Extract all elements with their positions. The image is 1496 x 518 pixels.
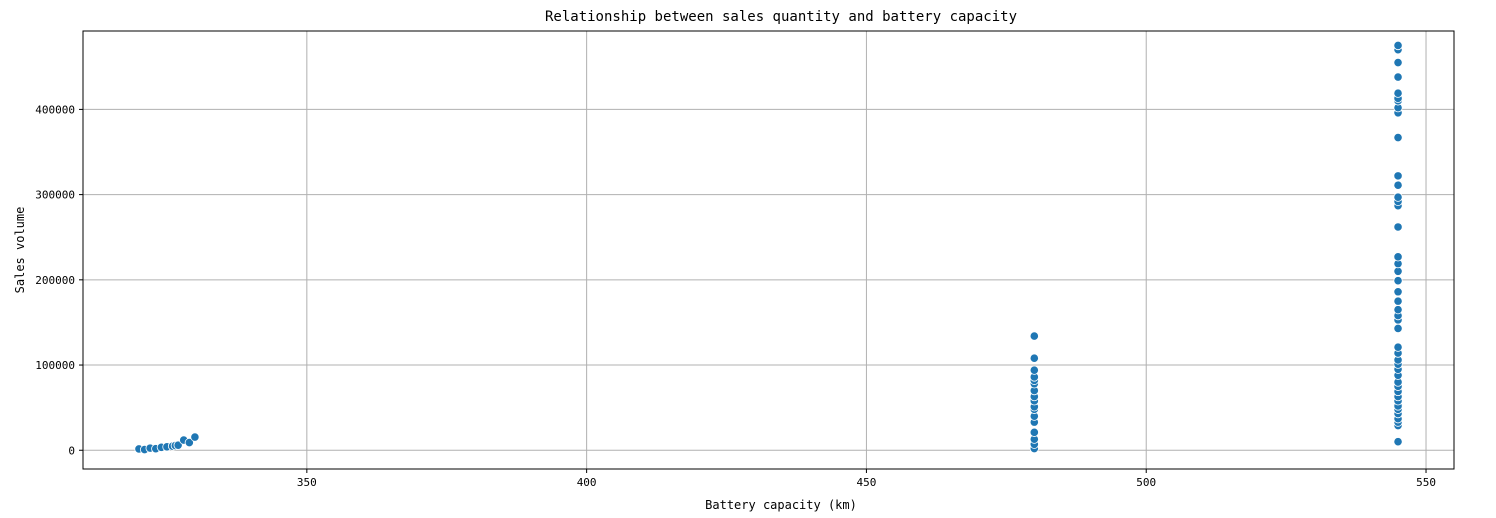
data-point: [1393, 305, 1403, 315]
x-tick-label: 500: [1136, 476, 1156, 489]
data-point: [1393, 40, 1403, 51]
y-tick-label: 100000: [35, 359, 75, 372]
data-point: [1393, 252, 1403, 262]
data-point: [184, 437, 194, 448]
data-point: [1393, 276, 1403, 286]
y-tick-label: 200000: [35, 274, 75, 287]
data-point: [1393, 72, 1403, 82]
data-point: [1393, 171, 1403, 181]
plot-frame: [82, 30, 1455, 470]
data-point: [1393, 342, 1403, 352]
data-point: [173, 440, 183, 450]
grid: [83, 31, 1454, 469]
data-point: [1029, 353, 1039, 363]
data-points: [134, 40, 1403, 455]
data-point: [1029, 427, 1039, 437]
data-point: [1393, 132, 1403, 143]
data-point: [1393, 287, 1403, 297]
x-tick-label: 550: [1416, 476, 1436, 489]
data-point: [1029, 331, 1039, 341]
x-tick-label: 450: [856, 476, 876, 489]
data-point: [1393, 180, 1403, 190]
x-tick-label: 400: [577, 476, 597, 489]
data-point: [190, 432, 200, 442]
data-point: [1393, 296, 1403, 306]
axis-ticks: 350 400 450 500 550 0 100000 200000 300000 400000: [35, 103, 1436, 489]
y-axis-label: Sales volume: [13, 207, 27, 294]
data-point: [1393, 192, 1403, 202]
data-point: [1393, 222, 1403, 232]
y-tick-label: 400000: [35, 103, 75, 116]
x-axis-label: Battery capacity (km): [705, 498, 857, 512]
y-tick-label: 300000: [35, 189, 75, 202]
plot-area: [83, 31, 1454, 469]
data-point: [1393, 266, 1403, 276]
data-point: [1029, 365, 1039, 375]
chart-title: Relationship between sales quantity and …: [545, 9, 1017, 25]
data-point: [1393, 437, 1403, 447]
data-point: [1393, 88, 1403, 98]
x-tick-label: 350: [297, 476, 317, 489]
data-point: [1393, 323, 1403, 333]
y-tick-label: 0: [68, 444, 75, 457]
data-point: [1393, 57, 1403, 68]
